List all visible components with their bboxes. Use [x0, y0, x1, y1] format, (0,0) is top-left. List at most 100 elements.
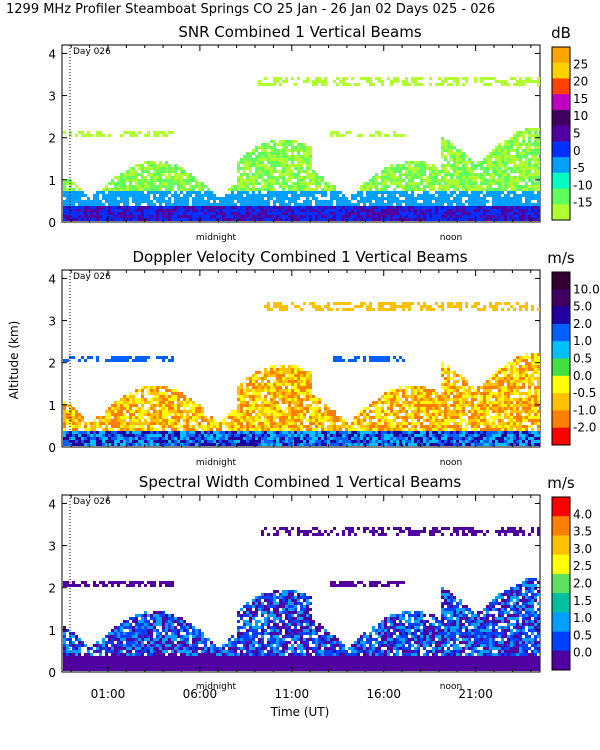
heatmap-cell: [462, 185, 465, 188]
heatmap-cell: [333, 206, 336, 209]
heatmap-cell: [183, 173, 186, 176]
heatmap-cell: [270, 365, 273, 368]
heatmap-cell: [183, 434, 186, 437]
heatmap-cell: [423, 431, 426, 434]
heatmap-cell: [369, 194, 372, 197]
heatmap-cell: [333, 419, 336, 422]
heatmap-cell: [156, 209, 159, 212]
heatmap-cell: [372, 410, 375, 413]
heatmap-cell: [291, 200, 294, 203]
heatmap-cell: [396, 398, 399, 401]
heatmap-cell: [300, 401, 303, 404]
heatmap-cell: [300, 185, 303, 188]
heatmap-cell: [153, 134, 156, 137]
heatmap-cell: [456, 164, 459, 167]
heatmap-cell: [111, 419, 114, 422]
heatmap-cell: [279, 443, 282, 446]
heatmap-cell: [441, 170, 444, 173]
heatmap-cell: [318, 437, 321, 440]
heatmap-cell: [297, 209, 300, 212]
heatmap-cell: [426, 395, 429, 398]
heatmap-cell: [414, 188, 417, 191]
heatmap-cell: [330, 200, 333, 203]
heatmap-cell: [246, 218, 249, 221]
heatmap-cell: [486, 212, 489, 215]
colorbar-swatch: [552, 62, 570, 79]
heatmap-cell: [129, 443, 132, 446]
heatmap-cell: [276, 152, 279, 155]
heatmap-cell: [369, 77, 372, 80]
heatmap-cell: [222, 218, 225, 221]
heatmap-cell: [138, 206, 141, 209]
heatmap-cell: [135, 422, 138, 425]
heatmap-cell: [513, 191, 516, 194]
heatmap-cell: [528, 173, 531, 176]
heatmap-cell: [402, 83, 405, 86]
heatmap-cell: [408, 209, 411, 212]
heatmap-cell: [267, 170, 270, 173]
heatmap-cell: [252, 440, 255, 443]
heatmap-cell: [144, 185, 147, 188]
heatmap-cell: [126, 200, 129, 203]
heatmap-cell: [63, 431, 66, 434]
heatmap-cell: [264, 389, 267, 392]
heatmap-cell: [399, 203, 402, 206]
heatmap-cell: [372, 134, 375, 137]
heatmap-cell: [285, 185, 288, 188]
heatmap-cell: [240, 389, 243, 392]
heatmap-cell: [108, 434, 111, 437]
heatmap-cell: [66, 422, 69, 425]
heatmap-cell: [348, 308, 351, 311]
heatmap-cell: [261, 425, 264, 428]
heatmap-cell: [366, 422, 369, 425]
heatmap-cell: [465, 167, 468, 170]
heatmap-cell: [189, 179, 192, 182]
heatmap-cell: [90, 440, 93, 443]
heatmap-cell: [297, 188, 300, 191]
heatmap-cell: [90, 206, 93, 209]
heatmap-cell: [141, 407, 144, 410]
heatmap-cell: [324, 182, 327, 185]
heatmap-cell: [264, 167, 267, 170]
heatmap-cell: [504, 188, 507, 191]
heatmap-cell: [141, 164, 144, 167]
heatmap-cell: [159, 170, 162, 173]
heatmap-cell: [231, 413, 234, 416]
heatmap-cell: [378, 200, 381, 203]
heatmap-cell: [303, 176, 306, 179]
heatmap-cell: [180, 212, 183, 215]
heatmap-cell: [72, 419, 75, 422]
heatmap-cell: [237, 209, 240, 212]
heatmap-cell: [171, 206, 174, 209]
heatmap-cell: [228, 209, 231, 212]
heatmap-cell: [177, 194, 180, 197]
heatmap-cell: [360, 209, 363, 212]
heatmap-cells: [63, 77, 540, 221]
heatmap-cell: [138, 179, 141, 182]
heatmap-cell: [93, 203, 96, 206]
heatmap-cell: [282, 185, 285, 188]
heatmap-cell: [306, 392, 309, 395]
heatmap-cell: [171, 404, 174, 407]
heatmap-cell: [447, 203, 450, 206]
heatmap-cell: [63, 359, 66, 362]
heatmap-cell: [276, 416, 279, 419]
heatmap-cell: [129, 428, 132, 431]
heatmap-cell: [219, 206, 222, 209]
heatmap-cell: [315, 413, 318, 416]
heatmap-cell: [354, 197, 357, 200]
heatmap-cell: [171, 428, 174, 431]
heatmap-cell: [378, 134, 381, 137]
heatmap-cell: [96, 356, 99, 359]
heatmap-cell: [504, 176, 507, 179]
heatmap-cell: [423, 443, 426, 446]
heatmap-cell: [153, 407, 156, 410]
heatmap-cell: [459, 212, 462, 215]
heatmap-cell: [99, 437, 102, 440]
heatmap-cell: [312, 170, 315, 173]
heatmap-cell: [360, 437, 363, 440]
heatmap-cell: [162, 398, 165, 401]
heatmap-cell: [75, 212, 78, 215]
heatmap-cell: [411, 176, 414, 179]
heatmap-cell: [261, 173, 264, 176]
